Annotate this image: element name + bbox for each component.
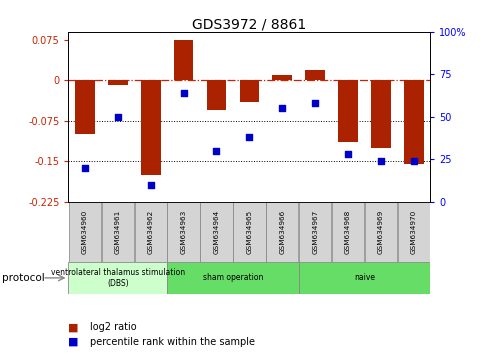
Point <box>376 158 384 164</box>
Point <box>311 101 319 106</box>
Point <box>81 165 89 171</box>
Bar <box>167 202 199 262</box>
Text: GSM634960: GSM634960 <box>82 210 88 254</box>
Text: GSM634969: GSM634969 <box>377 210 383 254</box>
Bar <box>272 75 291 80</box>
Point <box>344 152 351 157</box>
Point <box>245 135 253 140</box>
Text: GSM634962: GSM634962 <box>147 210 153 254</box>
Bar <box>68 262 167 294</box>
Bar <box>141 80 160 175</box>
Bar <box>397 202 429 262</box>
Text: GSM634965: GSM634965 <box>246 210 252 254</box>
Bar <box>173 40 193 80</box>
Point <box>179 90 187 96</box>
Text: ■: ■ <box>68 322 79 332</box>
Text: GSM634966: GSM634966 <box>279 210 285 254</box>
Bar <box>206 80 226 110</box>
Text: GSM634961: GSM634961 <box>115 210 121 254</box>
Bar <box>331 202 364 262</box>
Text: protocol: protocol <box>2 273 45 283</box>
Text: ventrolateral thalamus stimulation
(DBS): ventrolateral thalamus stimulation (DBS) <box>51 268 184 287</box>
Bar <box>298 262 429 294</box>
Text: GSM634963: GSM634963 <box>180 210 186 254</box>
Text: log2 ratio: log2 ratio <box>90 322 137 332</box>
Text: GSM634968: GSM634968 <box>345 210 350 254</box>
Text: sham operation: sham operation <box>203 273 263 282</box>
Bar <box>108 80 127 85</box>
Point <box>212 148 220 154</box>
Text: naive: naive <box>353 273 374 282</box>
Bar <box>102 202 134 262</box>
Bar <box>299 202 331 262</box>
Text: GSM634967: GSM634967 <box>311 210 318 254</box>
Text: percentile rank within the sample: percentile rank within the sample <box>90 337 255 347</box>
Text: ■: ■ <box>68 337 79 347</box>
Bar <box>370 80 390 148</box>
Text: GSM634964: GSM634964 <box>213 210 219 254</box>
Bar <box>265 202 298 262</box>
Point <box>278 105 285 111</box>
Title: GDS3972 / 8861: GDS3972 / 8861 <box>192 18 306 32</box>
Bar <box>200 202 232 262</box>
Bar <box>239 80 259 102</box>
Bar <box>305 70 325 80</box>
Point <box>114 114 122 120</box>
Point <box>146 182 154 188</box>
Bar <box>364 202 396 262</box>
Bar <box>167 262 298 294</box>
Bar <box>233 202 265 262</box>
Bar <box>338 80 357 142</box>
Bar <box>75 80 95 135</box>
Point <box>409 158 417 164</box>
Bar <box>403 80 423 164</box>
Bar <box>69 202 101 262</box>
Text: GSM634970: GSM634970 <box>410 210 416 254</box>
Bar <box>134 202 166 262</box>
